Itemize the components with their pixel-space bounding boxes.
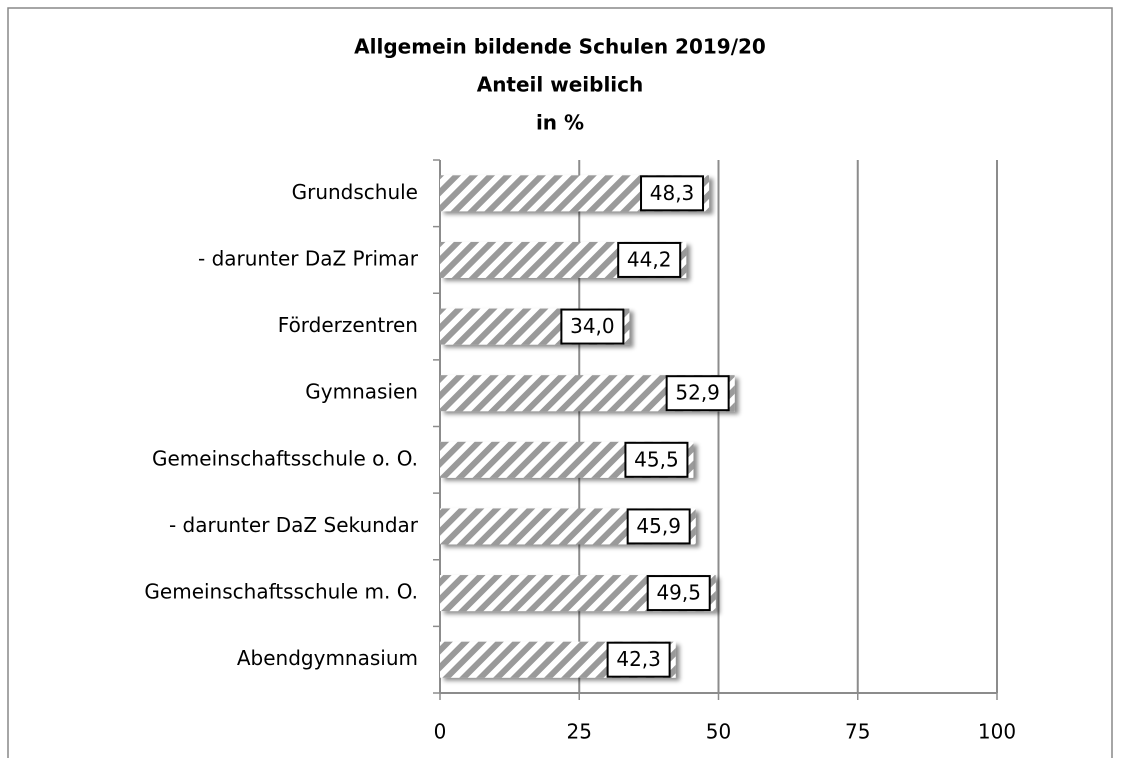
- data-label-box: [617, 241, 682, 278]
- x-tick-label: 100: [978, 720, 1016, 744]
- data-label: 44,2: [627, 247, 672, 271]
- data-label: 42,3: [616, 647, 661, 671]
- data-label: 49,5: [656, 581, 701, 605]
- data-label: 52,9: [675, 381, 720, 405]
- y-tick-label: Gemeinschaftsschule m. O.: [144, 580, 418, 604]
- y-tick-label: - darunter DaZ Sekundar: [169, 513, 419, 537]
- x-tick-label: 25: [567, 720, 592, 744]
- y-tick-label: - darunter DaZ Primar: [198, 246, 419, 270]
- data-label-box: [665, 375, 730, 412]
- y-tick-label: Gymnasien: [305, 380, 418, 404]
- data-label-box: [560, 308, 625, 345]
- y-tick-label: Förderzentren: [278, 313, 418, 337]
- data-label: 45,9: [636, 514, 681, 538]
- y-tick-label: Abendgymnasium: [237, 646, 418, 670]
- x-tick-label: 75: [845, 720, 870, 744]
- data-label-box: [640, 175, 705, 212]
- data-label: 45,5: [634, 447, 679, 471]
- y-tick-label: Gemeinschaftsschule o. O.: [152, 446, 418, 470]
- data-label: 48,3: [650, 181, 695, 205]
- chart-title: Allgemein bildende Schulen 2019/20: [354, 35, 766, 59]
- y-tick-label: Grundschule: [292, 180, 418, 204]
- x-tick-label: 50: [706, 720, 731, 744]
- chart-title: Anteil weiblich: [477, 73, 644, 97]
- chart-title: in %: [536, 111, 584, 135]
- data-label: 34,0: [570, 314, 615, 338]
- data-label-box: [624, 441, 689, 478]
- x-tick-label: 0: [434, 720, 447, 744]
- chart-frame: [7, 7, 1113, 758]
- data-label-box: [606, 641, 671, 678]
- data-label-box: [646, 575, 711, 612]
- data-label-box: [626, 508, 691, 545]
